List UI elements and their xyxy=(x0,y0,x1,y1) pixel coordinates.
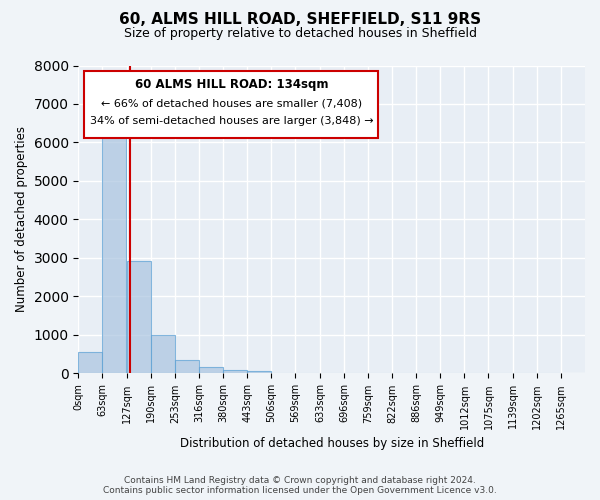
Text: 34% of semi-detached houses are larger (3,848) →: 34% of semi-detached houses are larger (… xyxy=(89,116,373,126)
Bar xyxy=(175,360,199,374)
Bar xyxy=(127,260,151,374)
Text: Size of property relative to detached houses in Sheffield: Size of property relative to detached ho… xyxy=(124,28,476,40)
Text: Contains public sector information licensed under the Open Government Licence v3: Contains public sector information licen… xyxy=(103,486,497,495)
Text: ← 66% of detached houses are smaller (7,408): ← 66% of detached houses are smaller (7,… xyxy=(101,98,362,108)
Bar xyxy=(247,371,271,374)
Y-axis label: Number of detached properties: Number of detached properties xyxy=(15,126,28,312)
Bar xyxy=(223,370,247,374)
Bar xyxy=(199,368,223,374)
Bar xyxy=(103,126,127,374)
Bar xyxy=(79,352,103,374)
X-axis label: Distribution of detached houses by size in Sheffield: Distribution of detached houses by size … xyxy=(179,437,484,450)
Bar xyxy=(151,336,175,374)
Text: 60, ALMS HILL ROAD, SHEFFIELD, S11 9RS: 60, ALMS HILL ROAD, SHEFFIELD, S11 9RS xyxy=(119,12,481,28)
Text: 60 ALMS HILL ROAD: 134sqm: 60 ALMS HILL ROAD: 134sqm xyxy=(134,78,328,91)
Text: Contains HM Land Registry data © Crown copyright and database right 2024.: Contains HM Land Registry data © Crown c… xyxy=(124,476,476,485)
